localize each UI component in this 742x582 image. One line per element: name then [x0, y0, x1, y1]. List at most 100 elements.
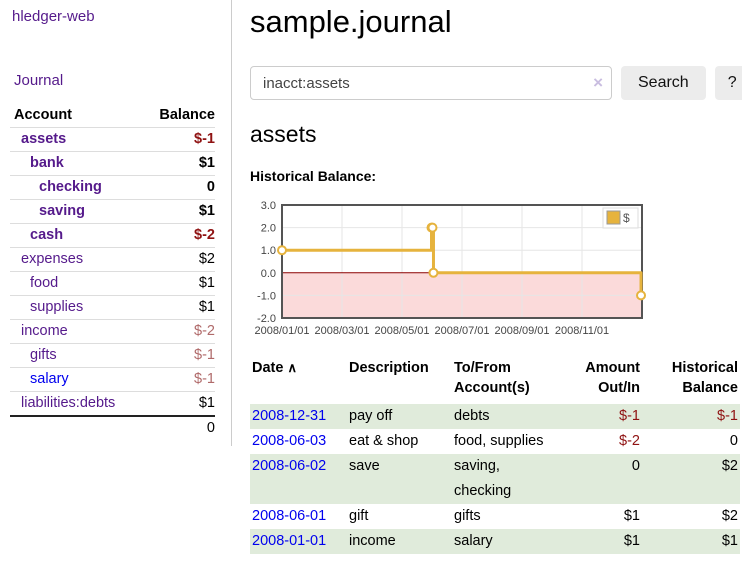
- search-input[interactable]: [250, 66, 612, 100]
- account-row: bank $1: [10, 151, 215, 176]
- account-link[interactable]: food: [30, 275, 59, 291]
- transaction-amount: $1: [572, 529, 642, 554]
- transaction-description: pay off: [347, 404, 452, 429]
- transaction-accounts: saving, checking: [452, 454, 572, 504]
- account-balance: $1: [140, 151, 215, 176]
- svg-text:1.0: 1.0: [261, 245, 276, 257]
- column-header-balance: Historical Balance: [671, 360, 738, 396]
- page-title: sample.journal: [250, 4, 452, 39]
- transaction-row[interactable]: 2008-12-31 pay off debts $-1 $-1: [250, 404, 740, 429]
- transaction-balance: $2: [642, 454, 740, 504]
- account-link[interactable]: assets: [21, 131, 67, 147]
- brand-link[interactable]: hledger-web: [12, 8, 95, 25]
- transaction-balance: $1: [642, 529, 740, 554]
- transaction-accounts: food, supplies: [454, 433, 544, 449]
- account-balance: $-1: [140, 127, 215, 152]
- account-balance: $2: [140, 247, 215, 272]
- account-row: supplies $1: [10, 295, 215, 320]
- transaction-accounts: debts: [452, 404, 572, 429]
- svg-text:2008/09/01: 2008/09/01: [494, 325, 549, 337]
- chart-label: Historical Balance:: [250, 168, 377, 184]
- account-row: checking 0: [10, 175, 215, 200]
- transaction-row[interactable]: 2008-06-01 gift gifts $1 $2: [250, 504, 740, 529]
- transaction-row[interactable]: 2008-06-02 save saving, checking 0 $2: [250, 454, 740, 504]
- account-row: liabilities:debts $1: [10, 391, 215, 416]
- account-row: expenses $2: [10, 247, 215, 272]
- column-header-amount: Amount Out/In: [585, 360, 640, 396]
- accounts-total-row: 0: [10, 415, 215, 440]
- main-content: sample.journal × Search ? assets Histori…: [232, 0, 742, 554]
- column-header-accounts: To/From Account(s): [454, 360, 530, 396]
- svg-text:-2.0: -2.0: [257, 313, 276, 325]
- svg-text:-1.0: -1.0: [257, 290, 276, 302]
- account-link[interactable]: supplies: [30, 299, 84, 315]
- transaction-date-link[interactable]: 2008-06-02: [252, 458, 327, 474]
- transaction-accounts: gifts: [454, 508, 481, 524]
- transaction-amount: 0: [572, 454, 642, 504]
- transaction-row[interactable]: 2008-06-03 eat & shop food, supplies $-2…: [250, 429, 740, 454]
- accounts-total-balance: 0: [140, 415, 215, 440]
- account-row: food $1: [10, 271, 215, 296]
- transaction-description: gift: [349, 508, 369, 524]
- account-row: saving $1: [10, 199, 215, 224]
- svg-text:3.0: 3.0: [261, 200, 276, 212]
- account-balance: 0: [140, 175, 215, 200]
- svg-text:0.0: 0.0: [261, 268, 276, 280]
- account-link[interactable]: saving: [39, 203, 85, 219]
- account-link[interactable]: income: [21, 323, 68, 339]
- account-balance: $1: [140, 271, 215, 296]
- account-row: gifts $-1: [10, 343, 215, 368]
- column-header-description: Description: [349, 360, 429, 376]
- account-link[interactable]: gifts: [30, 347, 57, 363]
- account-balance: $1: [140, 199, 215, 224]
- svg-text:2008/01/01: 2008/01/01: [254, 325, 309, 337]
- help-button[interactable]: ?: [714, 66, 742, 100]
- transaction-row[interactable]: 2008-01-01 income salary $1 $1: [250, 529, 740, 554]
- svg-text:2.0: 2.0: [261, 223, 276, 235]
- accounts-table: Account Balance assets $-1 bank $1 check…: [10, 104, 215, 440]
- transaction-date-link[interactable]: 2008-01-01: [252, 533, 327, 549]
- account-balance: $-1: [140, 367, 215, 392]
- account-balance: $1: [140, 295, 215, 320]
- accounts-header-account: Account: [14, 107, 72, 123]
- account-link[interactable]: cash: [30, 227, 64, 243]
- account-balance: $-1: [140, 343, 215, 368]
- transaction-balance: $2: [721, 508, 738, 524]
- account-row: salary $-1: [10, 367, 215, 392]
- account-balance: $-2: [140, 319, 215, 344]
- account-link[interactable]: checking: [39, 179, 102, 195]
- clear-search-icon[interactable]: ×: [593, 73, 603, 92]
- account-row: income $-2: [10, 319, 215, 344]
- account-link[interactable]: expenses: [21, 251, 84, 267]
- column-header-date[interactable]: Date ∧: [252, 360, 297, 376]
- transaction-amount: $-1: [572, 404, 642, 429]
- sidebar: hledger-web Journal Account Balance asse…: [0, 0, 232, 446]
- sort-ascending-icon: ∧: [287, 360, 297, 375]
- transaction-accounts: salary: [452, 529, 572, 554]
- search-button[interactable]: Search: [621, 66, 706, 100]
- account-row: cash $-2: [10, 223, 215, 248]
- sidebar-item-journal[interactable]: Journal: [14, 72, 64, 89]
- transaction-description: eat & shop: [349, 433, 419, 449]
- account-link[interactable]: bank: [30, 155, 64, 171]
- account-link[interactable]: liabilities:debts: [21, 395, 116, 411]
- transaction-date-link[interactable]: 2008-06-01: [252, 508, 327, 524]
- svg-text:2008/07/01: 2008/07/01: [434, 325, 489, 337]
- transaction-description: income: [347, 529, 452, 554]
- svg-text:2008/03/01: 2008/03/01: [314, 325, 369, 337]
- search-form: × Search ?: [250, 66, 742, 100]
- transaction-date-link[interactable]: 2008-12-31: [252, 408, 327, 424]
- svg-text:2008/05/01: 2008/05/01: [374, 325, 429, 337]
- transaction-amount: $1: [623, 508, 640, 524]
- account-balance: $-2: [140, 223, 215, 248]
- transaction-amount: $-2: [619, 433, 640, 449]
- transaction-description: save: [347, 454, 452, 504]
- account-heading: assets: [250, 121, 317, 147]
- account-link[interactable]: salary: [30, 371, 69, 387]
- transaction-balance: $-1: [642, 404, 740, 429]
- account-row: assets $-1: [10, 127, 215, 152]
- transaction-date-link[interactable]: 2008-06-03: [252, 433, 327, 449]
- svg-text:$: $: [623, 211, 630, 225]
- svg-text:2008/11/01: 2008/11/01: [555, 325, 609, 337]
